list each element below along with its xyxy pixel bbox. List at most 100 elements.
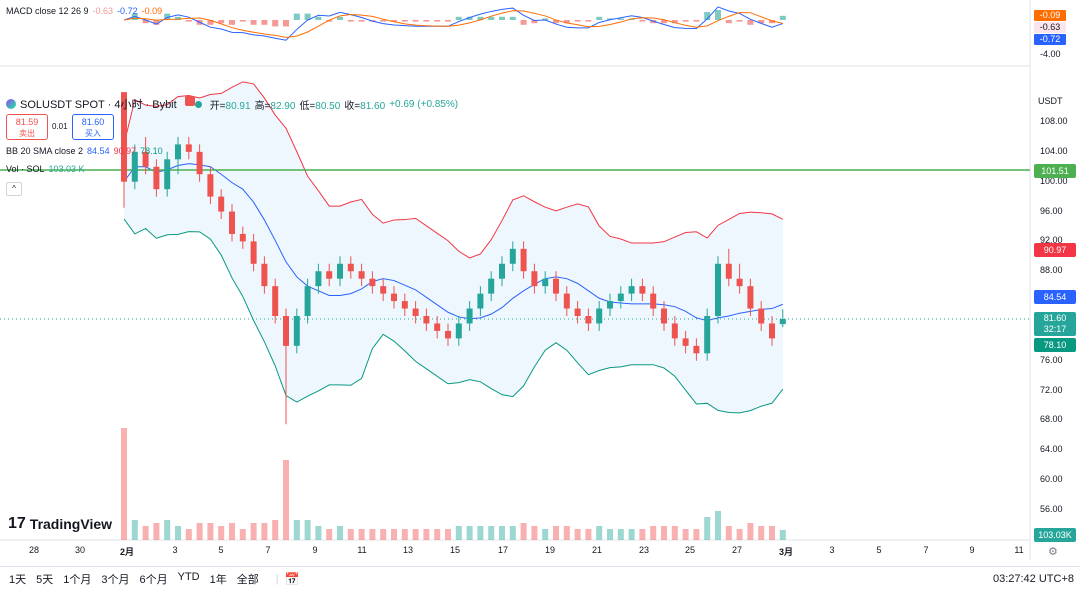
hline-price-pill: 101.51 xyxy=(1034,164,1076,178)
macd-histogram-bar xyxy=(531,20,538,24)
price-tick-label: 68.00 xyxy=(1040,414,1063,425)
macd-histogram-bar xyxy=(520,20,527,25)
range-button[interactable]: 1天 xyxy=(9,574,27,586)
candle-body xyxy=(391,293,397,302)
ohlc-open: 开=80.91 xyxy=(209,100,251,112)
volume-bar xyxy=(725,526,732,540)
range-button[interactable]: YTD xyxy=(177,571,200,583)
ohlc-change: +0.69 (+0.85%) xyxy=(389,98,459,110)
candle-body xyxy=(380,286,387,294)
price-tick-label: 92.00 xyxy=(1040,235,1063,246)
candle-body xyxy=(509,248,516,264)
macd-line-pill: -0.63 xyxy=(1034,22,1066,33)
range-button[interactable]: 1个月 xyxy=(63,574,92,586)
volume-bar xyxy=(326,529,333,540)
price-tick-label: 104.00 xyxy=(1040,145,1068,156)
volume-bar xyxy=(239,529,246,540)
alert-flag-icon[interactable] xyxy=(185,96,195,106)
macd-histogram-bar xyxy=(671,20,678,24)
macd-histogram-bar xyxy=(326,20,333,22)
time-tick-label: 23 xyxy=(638,545,649,555)
macd-histogram-bar xyxy=(607,18,613,20)
candle-body xyxy=(347,263,354,272)
time-tick-label: 28 xyxy=(28,545,39,555)
range-button[interactable]: 1年 xyxy=(209,574,227,586)
calendar-icon[interactable]: 📅 xyxy=(284,572,300,586)
candle-body xyxy=(175,144,181,160)
ohlc-high: 高=82.90 xyxy=(254,100,296,112)
clock-time[interactable]: 03:27:42 UTC+8 xyxy=(992,573,1074,585)
bb-basis-line xyxy=(123,163,783,322)
candle-body xyxy=(315,271,322,287)
range-button[interactable]: 全部 xyxy=(236,574,259,586)
macd-histogram-bar xyxy=(574,20,581,22)
ohlc-close: 收=81.60 xyxy=(344,100,386,112)
volume-bar xyxy=(142,526,149,540)
candle-body xyxy=(553,278,559,294)
candle-body xyxy=(369,278,376,287)
macd-histogram-bar xyxy=(239,20,246,22)
macd-histogram-bar xyxy=(477,16,484,20)
time-tick-label: 17 xyxy=(497,545,508,555)
time-tick-label: 3 xyxy=(829,545,835,555)
time-tick-label: 30 xyxy=(74,545,85,555)
macd-histogram-bar xyxy=(337,16,343,20)
macd-histogram-bar xyxy=(661,20,667,24)
range-button[interactable]: 5天 xyxy=(36,574,54,586)
volume-bar xyxy=(650,526,657,540)
volume-bar xyxy=(445,529,451,540)
settings-gear-icon[interactable]: ⚙ xyxy=(1048,546,1058,558)
time-tick-label: 5 xyxy=(876,545,882,555)
bottom-toolbar: 1天 5天 1个月 3个月 6个月 YTD 1年 全部 | 📅 03:27:42 UTC+8 xyxy=(0,566,1080,591)
candle-body xyxy=(358,271,365,279)
candle-body xyxy=(477,293,484,309)
price-tick-label: 56.00 xyxy=(1040,504,1063,514)
time-tick-label: 9 xyxy=(312,545,318,555)
macd-histogram-bar xyxy=(153,20,160,25)
volume-bar xyxy=(499,526,505,540)
macd-histogram-bar xyxy=(617,18,624,20)
macd-histogram-bar xyxy=(315,16,322,20)
volume-bar xyxy=(207,523,214,540)
candle-body xyxy=(769,323,775,339)
candle-body xyxy=(304,286,311,316)
macd-histogram-bar xyxy=(412,20,419,22)
range-button[interactable]: 6个月 xyxy=(139,574,168,586)
volume-bar xyxy=(412,529,419,540)
symbol-title[interactable]: SOLUSDT SPOT · 4小时 · Bybit xyxy=(20,99,177,111)
candle-body xyxy=(466,308,473,324)
candle-body xyxy=(142,151,149,167)
volume-bar xyxy=(542,529,549,540)
currency-label[interactable]: USDT xyxy=(1038,96,1063,106)
macd-label: MACD close 12 26 9 xyxy=(6,6,89,16)
bb-lower-line xyxy=(123,218,784,414)
macd-histogram-bar xyxy=(715,10,721,20)
volume-bar xyxy=(607,529,613,540)
candle-body xyxy=(736,278,743,287)
volume-bar xyxy=(229,523,235,540)
buy-button[interactable]: 81.60 买入 xyxy=(72,114,114,140)
volume-bar xyxy=(423,529,430,540)
volume-bar xyxy=(747,523,754,540)
volume-bar xyxy=(455,526,462,540)
collapse-legend-button[interactable]: ^ xyxy=(6,182,22,196)
macd-signal-line xyxy=(123,10,783,38)
volume-bar xyxy=(153,523,160,540)
macd-histogram-bar xyxy=(779,15,786,20)
volume-bar xyxy=(185,529,192,540)
volume-bar xyxy=(671,526,678,540)
range-button[interactable]: 3个月 xyxy=(101,574,130,586)
macd-histogram-bar xyxy=(769,20,775,24)
candle-body xyxy=(617,293,624,302)
volume-bar xyxy=(682,529,689,540)
volume-bar xyxy=(272,520,279,540)
price-tick-label: 60.00 xyxy=(1040,474,1063,485)
sell-button[interactable]: 81.59 卖出 xyxy=(6,114,48,140)
time-tick-label: 7 xyxy=(923,545,929,555)
macd-histogram-bar xyxy=(229,20,235,25)
macd-histogram-bar xyxy=(466,16,473,20)
candle-body xyxy=(725,263,732,279)
macd-histogram-bar xyxy=(185,20,192,22)
macd-histogram-bar xyxy=(596,16,603,20)
